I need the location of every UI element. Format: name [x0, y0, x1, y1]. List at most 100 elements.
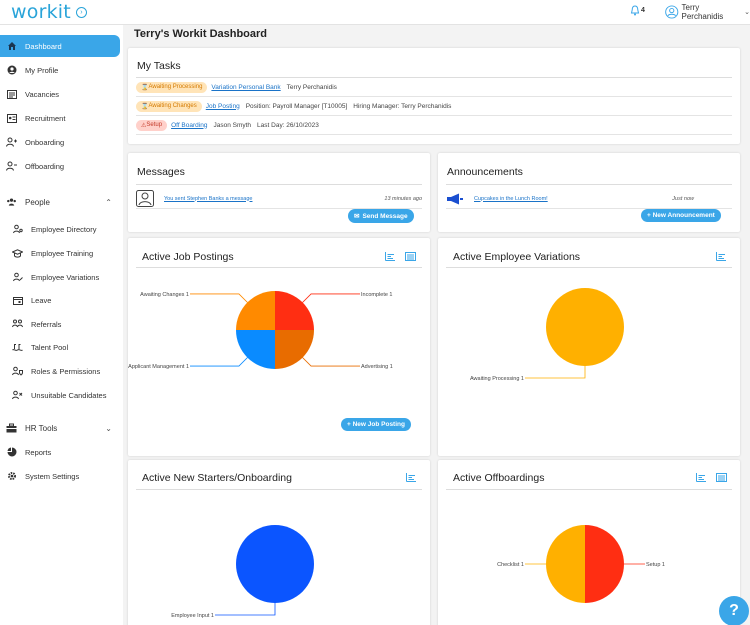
pie-slice[interactable]	[585, 525, 624, 603]
sidebar-section-people[interactable]: People ⌃	[0, 191, 120, 213]
new-announcement-button[interactable]: + New Announcement	[641, 209, 721, 222]
pie-slice[interactable]	[236, 330, 275, 369]
home-icon	[6, 41, 17, 52]
calendar-icon	[12, 295, 23, 306]
announcements-title: Announcements	[447, 166, 523, 178]
sidebar-item-employee-variations[interactable]: Employee Variations	[0, 266, 120, 288]
task-detail: Hiring Manager: Terry Perchanidis	[353, 102, 452, 110]
sidebar-item-label: My Profile	[25, 65, 59, 75]
new-job-posting-label: + New Job Posting	[347, 421, 405, 428]
task-link[interactable]: Job Posting	[205, 102, 240, 110]
sidebar-toggle-icon[interactable]: ›	[75, 6, 87, 18]
status-badge: ⚠ Setup	[136, 119, 168, 131]
card-view-toggles	[696, 473, 727, 482]
help-button[interactable]: ?	[719, 596, 749, 625]
sidebar-item-label: Vacancies	[25, 89, 60, 99]
task-detail: Jason Smyth	[213, 121, 252, 129]
send-message-button[interactable]: ✉ Send Message	[348, 209, 414, 223]
new-job-posting-button[interactable]: + New Job Posting	[341, 418, 411, 431]
announcement-time: Just now	[672, 195, 694, 202]
pie-slice[interactable]	[236, 291, 275, 330]
sidebar-item-employee-training[interactable]: Employee Training	[0, 242, 120, 264]
announcement-item[interactable]: Cupcakes in the Lunch Room! Just now	[446, 189, 732, 209]
pie-slice-label: Advertising 1	[361, 364, 393, 370]
message-link[interactable]: You sent Stephen Banks a message	[164, 195, 253, 202]
divider	[446, 184, 732, 185]
sidebar-item-referrals[interactable]: Referrals	[0, 313, 120, 335]
sidebar-section-label: People	[25, 197, 50, 207]
user-menu[interactable]: Terry Perchanidis ⌄	[665, 3, 750, 21]
message-time: 13 minutes ago	[384, 195, 422, 202]
new-starters-pie-chart: Employee Input 1	[171, 525, 314, 619]
sidebar-item-leave[interactable]: Leave	[0, 289, 120, 311]
sidebar-item-talent-pool[interactable]: Talent Pool	[0, 336, 120, 358]
pool-icon	[12, 342, 23, 353]
sidebar-item-recruitment[interactable]: Recruitment	[0, 107, 120, 129]
top-bar: workit › 4 Terry Perchanidis ⌄	[0, 0, 750, 25]
list-box-icon	[6, 89, 17, 100]
sidebar-item-employee-directory[interactable]: Employee Directory	[0, 218, 120, 240]
status-badge: ⌛ Awaiting Processing	[136, 81, 208, 93]
sidebar-item-reports[interactable]: Reports	[0, 441, 120, 463]
announcements-card: Announcements Cupcakes in the Lunch Room…	[438, 153, 740, 232]
task-detail: Position: Payroll Manager [T10005]	[245, 102, 348, 110]
sidebar-item-offboarding[interactable]: Offboarding	[0, 155, 120, 177]
sidebar-item-label: Employee Training	[31, 248, 94, 258]
job-postings-title: Active Job Postings	[142, 251, 234, 263]
divider	[136, 267, 422, 268]
sidebar-item-onboarding[interactable]: Onboarding	[0, 131, 120, 153]
user-shield-icon	[12, 366, 23, 377]
badge-label: Setup	[146, 122, 163, 128]
sidebar-item-label: Referrals	[31, 319, 62, 329]
bar-chart-icon[interactable]	[385, 252, 395, 261]
sidebar-item-label: System Settings	[25, 471, 80, 481]
offboardings-pie-chart: Setup 1 Checklist 1	[497, 525, 665, 603]
pie-slice[interactable]	[546, 288, 624, 366]
notifications-button[interactable]: 4	[630, 5, 645, 16]
pie-slice[interactable]	[546, 525, 585, 603]
chevron-up-icon: ⌃	[105, 197, 112, 207]
table-view-icon[interactable]	[405, 252, 416, 261]
pie-leader-line	[190, 357, 248, 367]
divider	[446, 267, 732, 268]
messages-card: Messages You sent Stephen Banks a messag…	[128, 153, 430, 232]
sidebar-item-vacancies[interactable]: Vacancies	[0, 83, 120, 105]
pie-slice[interactable]	[275, 291, 314, 330]
bar-chart-icon[interactable]	[716, 252, 726, 261]
sidebar-item-system-settings[interactable]: System Settings	[0, 465, 120, 487]
pie-leader-line	[525, 366, 586, 379]
toolbox-icon	[6, 423, 17, 434]
pie-slice[interactable]	[275, 330, 314, 369]
bar-chart-icon[interactable]	[696, 473, 706, 482]
pie-slice-label: Employee Input 1	[171, 613, 214, 619]
notification-count: 4	[641, 7, 645, 14]
page-title: Terry's Workit Dashboard	[134, 28, 268, 40]
table-view-icon[interactable]	[716, 473, 727, 482]
sidebar-item-label: Employee Directory	[31, 224, 97, 234]
sidebar-item-my-profile[interactable]: My Profile	[0, 59, 120, 81]
sidebar-item-label: Reports	[25, 447, 52, 457]
bar-chart-icon[interactable]	[406, 473, 416, 482]
task-link[interactable]: Variation Personal Bank	[211, 83, 281, 91]
sidebar-item-unsuitable-candidates[interactable]: Unsuitable Candidates	[0, 384, 120, 406]
message-item[interactable]: You sent Stephen Banks a message 13 minu…	[136, 189, 422, 209]
new-announcement-label: + New Announcement	[647, 212, 715, 219]
sidebar-item-roles-permissions[interactable]: Roles & Permissions	[0, 360, 120, 382]
sidebar-item-dashboard[interactable]: Dashboard	[0, 35, 120, 57]
task-link[interactable]: Off Boarding	[171, 121, 208, 129]
pie-slice-label: Awaiting Processing 1	[470, 376, 524, 382]
pie-slice-label: Checklist 1	[497, 562, 524, 568]
megaphone-icon	[447, 193, 463, 204]
sidebar-section-hr-tools[interactable]: HR Tools ⌄	[0, 417, 120, 439]
pie-leader-line	[302, 357, 360, 367]
announcement-link[interactable]: Cupcakes in the Lunch Room!	[474, 195, 548, 202]
user-search-icon	[12, 224, 23, 235]
sidebar-item-label: Onboarding	[25, 137, 65, 147]
workit-logo[interactable]: workit ›	[11, 1, 87, 23]
pie-slice-label: Setup 1	[646, 562, 665, 568]
badge-label: Awaiting Changes	[148, 103, 197, 109]
user-avatar-icon	[665, 5, 679, 19]
id-card-icon	[6, 113, 17, 124]
pie-slice[interactable]	[236, 525, 314, 603]
user-plus-icon	[6, 137, 17, 148]
